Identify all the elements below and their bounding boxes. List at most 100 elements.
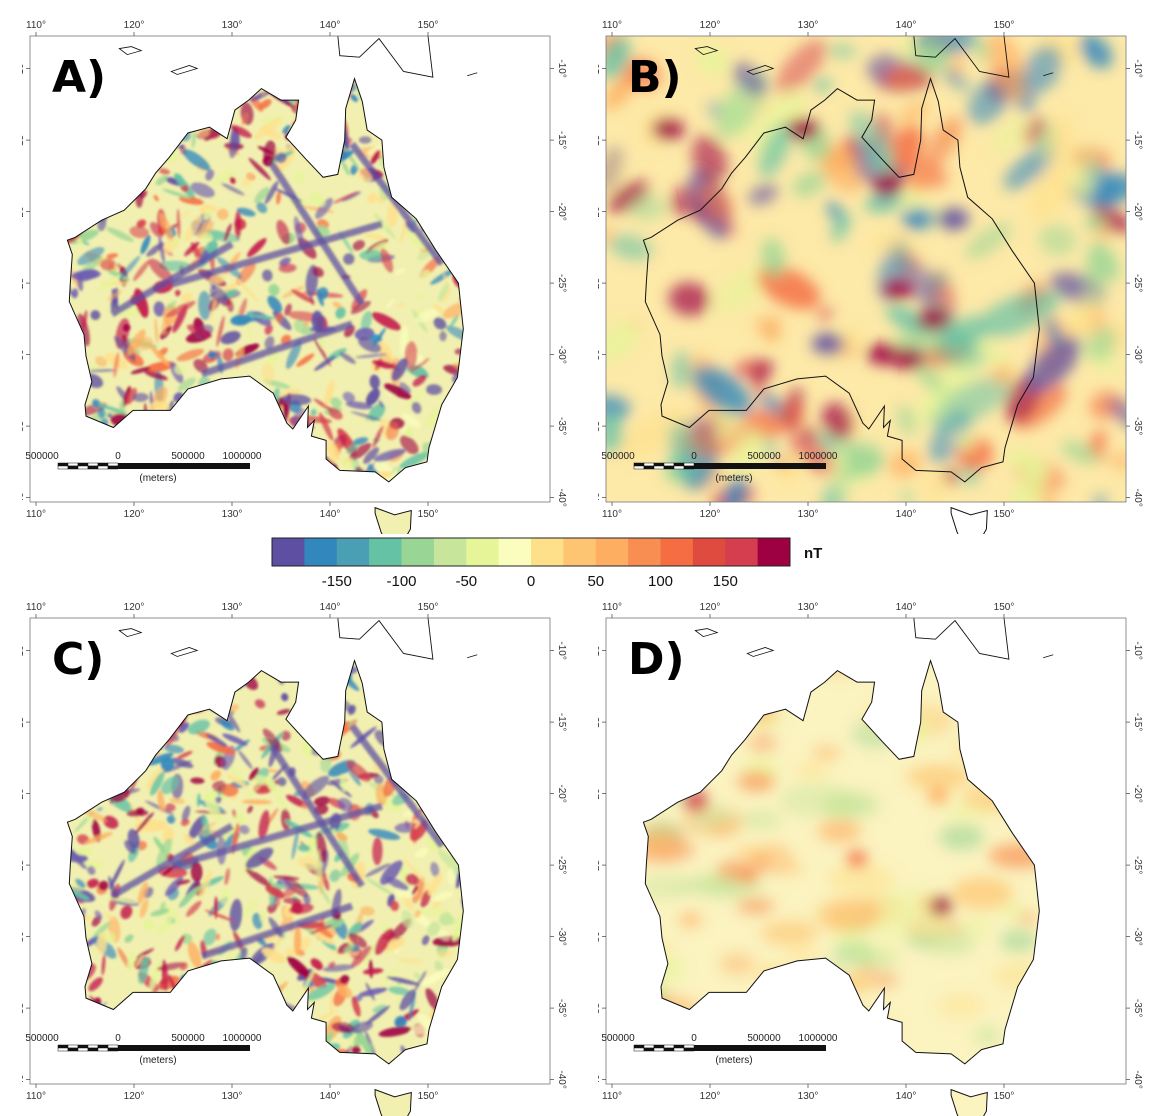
scale-bar-label: 0 [691,451,697,462]
scale-bar-unit: (meters) [715,1055,752,1066]
colorbar-swatch [304,538,338,566]
scale-bar: 500000 0 500000 1000000 (meters) [601,1033,838,1066]
lon-tick-label-bottom: 120° [700,1091,721,1102]
colorbar-swatch [433,538,467,566]
lat-tick-label-left: -30° [598,927,602,945]
new-guinea-coastline [337,617,434,660]
lon-tick-label-top: 110° [26,20,46,31]
scale-bar-unit: (meters) [139,473,176,484]
scale-bar-label: 0 [115,1033,121,1044]
lat-tick-label-right: -30° [556,927,567,945]
lat-tick-label-right: -30° [1132,345,1143,363]
scale-bar-label: 500000 [171,451,205,462]
scale-bar-label: 0 [115,451,121,462]
lon-tick-label-top: 120° [700,602,721,613]
lon-tick-label-top: 110° [602,20,622,31]
scale-bar-label: 500000 [601,451,635,462]
lat-tick-label-right: -25° [556,856,567,874]
lon-tick-label-top: 140° [320,602,341,613]
lat-tick-label-left: -40° [598,488,602,506]
panel-d-map: 110° 110° 120° 120° 130° 130° 140° 140° 150° 150°… [598,596,1155,1116]
colorbar-swatch [531,538,564,566]
map-canvas: 110° 110° 120° 120° 130° 130° 140° 140° 150° 150°… [22,602,567,1116]
lat-tick-label-left: -30° [22,927,26,945]
magnetic-anomaly-field [606,36,1126,502]
lat-tick-label-right: -40° [556,1070,567,1088]
lat-tick-label-right: -40° [1132,1070,1143,1088]
island-outlines [694,46,1054,77]
scale-bar-label: 1000000 [799,451,838,462]
lat-tick-label-right: -25° [1132,856,1143,874]
lat-tick-label-left: -35° [22,417,26,435]
lat-tick-label-right: -35° [556,417,567,435]
panel-b-map: 110° 110° 120° 120° 130° 130° 140° 140° 150° 150°… [598,14,1155,534]
lat-tick-label-left: -10° [598,59,602,77]
lat-tick-label-right: -40° [1132,488,1143,506]
scale-bar-label: 500000 [747,1033,781,1044]
colorbar-swatch [336,538,370,566]
colorbar-tick-label: 150 [713,573,738,590]
colorbar-tick-label: 0 [527,573,535,590]
lat-tick-label-left: -35° [22,999,26,1017]
map-frame [29,35,551,503]
lat-tick-label-left: -15° [598,713,602,731]
scale-bar-label: 1000000 [223,451,262,462]
lon-tick-label-bottom: 140° [896,1091,917,1102]
colorbar-swatch [692,538,726,566]
lat-tick-label-left: -20° [22,202,26,220]
lat-tick-label-left: -25° [598,856,602,874]
colorbar-swatch [563,538,597,566]
lat-tick-label-right: -30° [1132,927,1143,945]
australia-coastline [642,76,1040,483]
lon-tick-label-top: 140° [896,20,917,31]
lat-tick-label-left: -25° [22,274,26,292]
colorbar-swatch [725,538,759,566]
lon-tick-label-bottom: 130° [222,509,243,520]
lon-tick-label-top: 120° [124,20,145,31]
lat-tick-label-right: -35° [1132,417,1143,435]
scale-bar-label: 500000 [601,1033,635,1044]
lon-tick-label-top: 130° [222,20,243,31]
lat-tick-label-left: -20° [598,784,602,802]
colorbar-swatch [498,538,532,566]
lat-tick-label-left: -10° [598,641,602,659]
lon-tick-label-bottom: 150° [418,1091,439,1102]
panel-c-map: 110° 110° 120° 120° 130° 130° 140° 140° 150° 150°… [22,596,582,1116]
australia-coastline [66,76,464,483]
lat-tick-label-left: -25° [22,856,26,874]
lon-tick-label-bottom: 130° [798,1091,819,1102]
lat-tick-label-left: -30° [22,345,26,363]
colorbar-outline [271,537,791,567]
lon-tick-label-top: 120° [700,20,721,31]
new-guinea-coastline [337,35,434,78]
new-guinea-coastline [913,35,1010,78]
colorbar-tick-label: -100 [386,573,416,590]
lon-tick-label-top: 130° [798,602,819,613]
lon-tick-label-bottom: 110° [26,1091,46,1102]
lat-tick-label-left: -10° [22,59,26,77]
lat-tick-label-left: -20° [22,784,26,802]
lon-tick-label-top: 150° [994,602,1015,613]
lat-tick-label-right: -15° [556,713,567,731]
scale-bar-label: 500000 [25,1033,59,1044]
lat-tick-label-right: -25° [556,274,567,292]
panel-label: D) [628,634,685,685]
colorbar-tick-label: -50 [455,573,477,590]
lon-tick-label-top: 110° [26,602,46,613]
lat-tick-label-right: -30° [556,345,567,363]
lat-tick-label-left: -35° [598,999,602,1017]
lat-tick-label-right: -35° [1132,999,1143,1017]
lon-tick-label-top: 110° [602,602,622,613]
scale-bar-unit: (meters) [139,1055,176,1066]
colorbar-svg: nT -150 -100 -50 0 50 100 150 [271,537,822,590]
lat-tick-label-left: -15° [22,131,26,149]
lat-tick-label-left: -25° [598,274,602,292]
lat-tick-label-left: -40° [22,1070,26,1088]
colorbar-swatch [369,538,403,566]
map-canvas: 110° 110° 120° 120° 130° 130° 140° 140° 150° 150°… [598,602,1143,1116]
colorbar-swatch [401,538,435,566]
tasmania-coastline [374,1088,412,1116]
colorbar-swatch [272,538,305,566]
lon-tick-label-bottom: 140° [320,509,341,520]
lon-tick-label-bottom: 150° [994,509,1015,520]
